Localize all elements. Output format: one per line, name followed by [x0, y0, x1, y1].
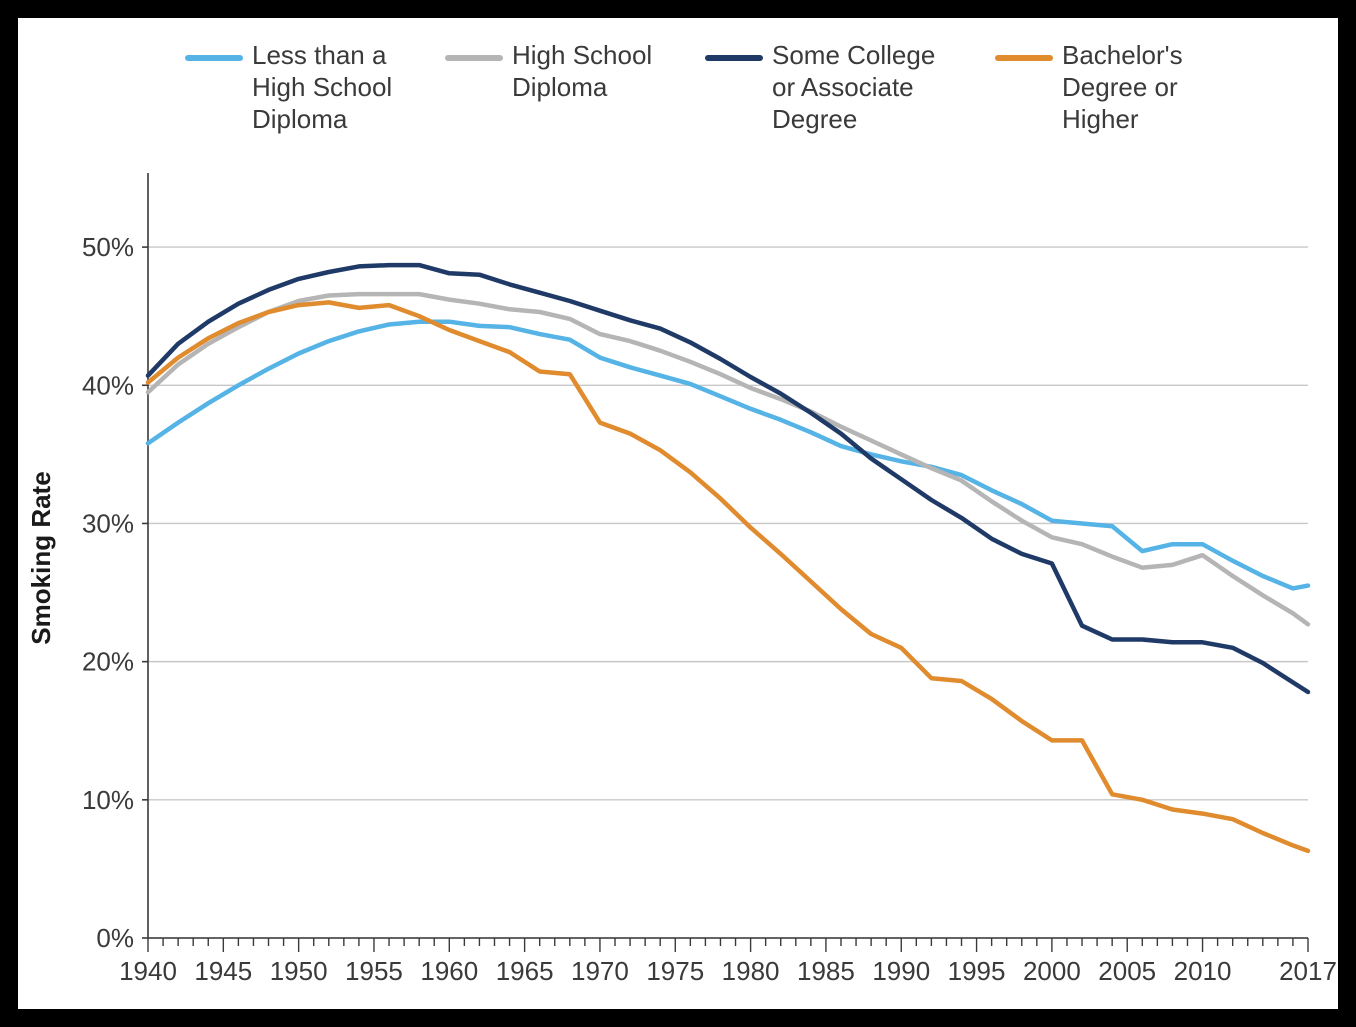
x-tick-label: 2005: [1098, 956, 1156, 986]
x-tick-label: 2000: [1023, 956, 1081, 986]
chart-panel: 0% 10% 20% 30% 40% 50% 1940 1945 1950 1955 1960 196…: [18, 18, 1338, 1009]
x-tick-label: 1965: [496, 956, 554, 986]
plot-background: [18, 18, 1338, 1009]
y-tick-label: 20%: [82, 647, 134, 677]
x-tick-label: 1995: [948, 956, 1006, 986]
y-tick-label: 40%: [82, 370, 134, 400]
x-tick-label: 1970: [571, 956, 629, 986]
x-tick-label: 1955: [345, 956, 403, 986]
smoking-rate-chart: 0% 10% 20% 30% 40% 50% 1940 1945 1950 1955 1960 196…: [18, 18, 1338, 1009]
y-tick-label: 10%: [82, 785, 134, 815]
x-tick-labels: 1940 1945 1950 1955 1960 1965 1970 1975 1980 1985…: [119, 956, 1337, 986]
y-tick-label: 50%: [82, 232, 134, 262]
x-tick-label: 1990: [872, 956, 930, 986]
x-tick-label: 1945: [194, 956, 252, 986]
x-tick-label: 2010: [1174, 956, 1232, 986]
chart-frame: 0% 10% 20% 30% 40% 50% 1940 1945 1950 1955 1960 196…: [0, 0, 1356, 1027]
x-tick-label: 2017: [1279, 956, 1337, 986]
x-tick-label: 1985: [797, 956, 855, 986]
x-tick-label: 1950: [270, 956, 328, 986]
x-tick-label: 1980: [722, 956, 780, 986]
y-tick-label: 0%: [96, 923, 134, 953]
x-tick-label: 1960: [420, 956, 478, 986]
x-tick-label: 1975: [646, 956, 704, 986]
x-tick-label: 1940: [119, 956, 177, 986]
y-tick-label: 30%: [82, 508, 134, 538]
y-axis-title: Smoking Rate: [26, 471, 56, 644]
